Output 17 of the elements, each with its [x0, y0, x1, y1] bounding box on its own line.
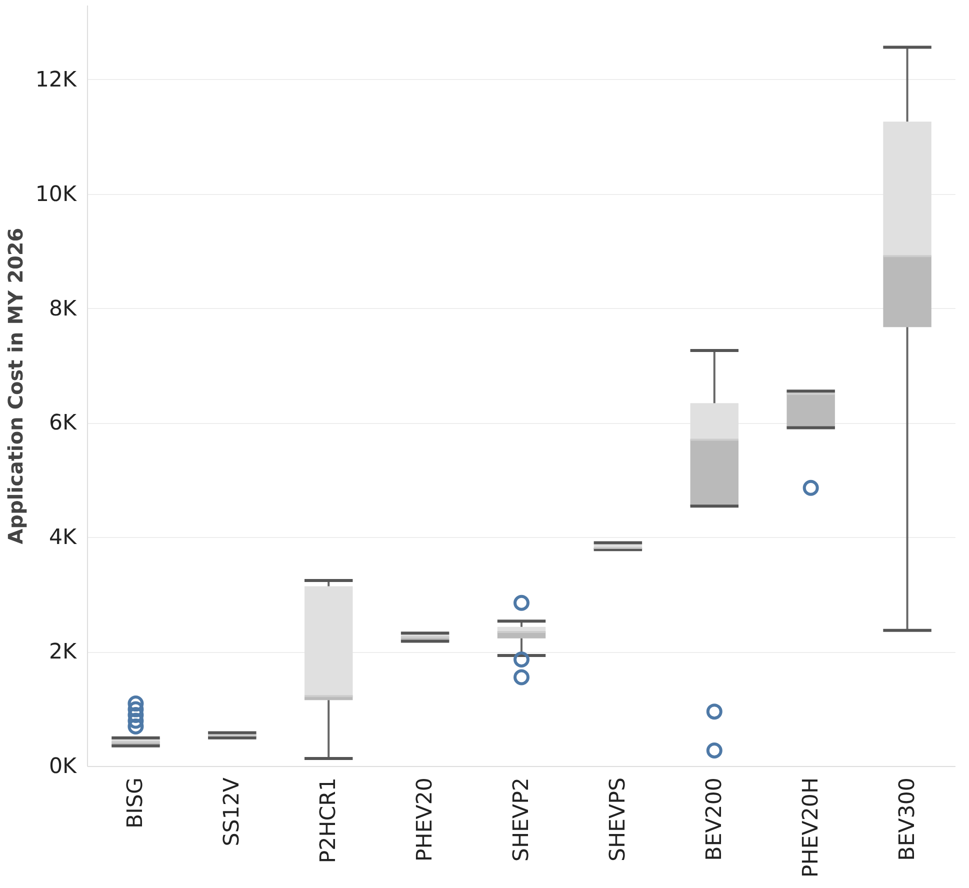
x-tick-label: PHEV20 — [412, 777, 438, 862]
y-tick-label: 8K — [48, 296, 78, 322]
x-tick-label: BEV200 — [702, 777, 727, 861]
x-tick-label: SHEVP2 — [509, 777, 534, 862]
y-axis-title: Application Cost in MY 2026 — [3, 228, 28, 544]
y-tick-label: 0K — [48, 754, 78, 779]
x-tick-label: P2HCR1 — [316, 778, 342, 864]
x-tick-label: PHEV20H — [798, 777, 824, 878]
y-tick-label: 12K — [35, 67, 78, 92]
x-tick-label: SHEVPS — [605, 777, 630, 862]
x-tick-label: BISG — [123, 777, 148, 828]
x-tick-label: BEV300 — [894, 777, 920, 861]
y-tick-label: 10K — [35, 182, 78, 207]
y-tick-label: 6K — [48, 410, 78, 436]
x-tick-label: SS12V — [220, 777, 245, 846]
y-tick-label: 4K — [48, 525, 78, 550]
y-tick-label: 2K — [48, 640, 78, 665]
